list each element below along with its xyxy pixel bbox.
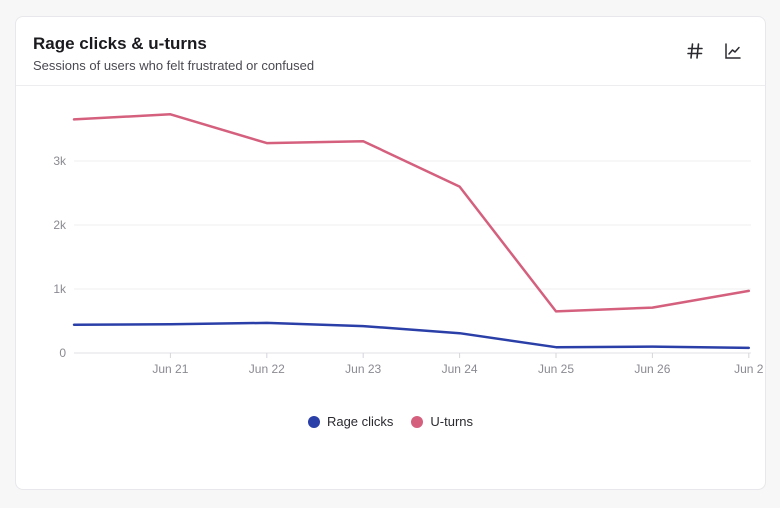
x-tick-label: Jun 22	[249, 362, 285, 376]
line-chart: 0 1k 2k 3k Jun 21 Jun 22 Jun 23 Jun 24 Jun 25 Ju…	[53, 113, 764, 376]
legend-swatch	[307, 415, 320, 428]
x-tick-label: Jun 21	[152, 362, 188, 376]
line-chart-icon	[725, 43, 741, 59]
chart-view-button[interactable]	[721, 39, 745, 63]
y-tick-label: 0	[59, 346, 66, 360]
legend-label: Rage clicks	[326, 414, 394, 429]
x-tick-label: Jun 23	[345, 362, 381, 376]
x-tick-label: Jun 26	[634, 362, 670, 376]
series-line-u-turns[interactable]	[72, 113, 751, 313]
y-tick-label: 1k	[53, 282, 67, 296]
hash-icon	[687, 43, 703, 59]
chart-legend: Rage clicks U-turns	[16, 414, 765, 429]
chart-subtitle: Sessions of users who felt frustrated or…	[33, 58, 315, 73]
numeric-view-button[interactable]	[683, 39, 707, 63]
chart-title: Rage clicks & u-turns	[33, 34, 207, 53]
legend-label: U-turns	[430, 414, 474, 429]
y-tick-label: 2k	[53, 218, 67, 232]
card-header: Rage clicks & u-turns Sessions of users …	[16, 17, 765, 86]
y-tick-label: 3k	[53, 154, 67, 168]
series-line-rage-clicks[interactable]	[72, 321, 751, 350]
x-tick-label: Jun 2	[734, 362, 764, 376]
x-tick-label: Jun 25	[538, 362, 574, 376]
legend-item[interactable]: U-turns	[411, 414, 473, 429]
chart-card: Rage clicks & u-turns Sessions of users …	[15, 16, 766, 490]
legend-swatch	[411, 415, 424, 428]
x-tick-label: Jun 24	[442, 362, 478, 376]
legend-item[interactable]: Rage clicks	[307, 414, 394, 429]
